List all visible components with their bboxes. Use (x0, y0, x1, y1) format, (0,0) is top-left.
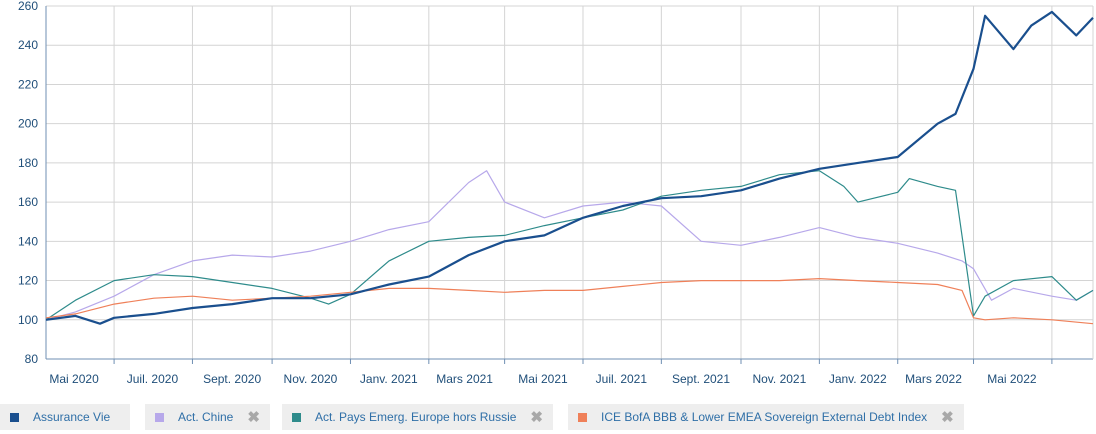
y-tick-label: 100 (18, 313, 38, 327)
y-tick-label: 220 (18, 77, 38, 91)
x-tick-label: Juil. 2020 (127, 372, 179, 386)
x-tick-label: Mai 2020 (49, 372, 99, 386)
y-tick-label: 80 (25, 352, 39, 366)
y-tick-label: 160 (18, 195, 38, 209)
series-lines (45, 10, 1094, 325)
series-line-3 (45, 278, 1094, 325)
series-color-swatch (292, 412, 301, 422)
legend-label: ICE BofA BBB & Lower EMEA Sovereign Exte… (601, 410, 928, 424)
legend-item-act-pays-emerg[interactable]: Act. Pays Emerg. Europe hors Russie ✖ (282, 404, 553, 430)
y-tick-label: 180 (18, 156, 38, 170)
series-color-swatch (10, 412, 19, 422)
y-tick-label: 120 (18, 274, 38, 288)
series-color-swatch (155, 412, 164, 422)
y-tick-label: 200 (18, 117, 38, 131)
legend-label: Assurance Vie (33, 410, 111, 424)
legend-item-assurance-vie[interactable]: Assurance Vie (0, 404, 131, 430)
y-tick-label: 260 (18, 0, 38, 13)
legend-label: Act. Chine (178, 410, 234, 424)
axes: 80 100 120 140 160 180 200 220 240 260 Mai 2020 Jui… (18, 0, 1094, 386)
series-line-1 (45, 170, 1094, 321)
x-tick-label: Janv. 2021 (360, 372, 418, 386)
line-chart: 80 100 120 140 160 180 200 220 240 260 Mai 2020 Jui… (18, 0, 1094, 386)
series-color-swatch (578, 412, 587, 422)
x-tick-label: Nov. 2020 (284, 372, 338, 386)
series-line-0 (45, 10, 1094, 325)
x-tick-label: Mars 2022 (905, 372, 962, 386)
x-tick-label: Mai 2022 (987, 372, 1037, 386)
x-tick-label: Nov. 2021 (752, 372, 806, 386)
x-tick-label: Mai 2021 (518, 372, 568, 386)
y-tick-label: 240 (18, 38, 38, 52)
remove-series-icon[interactable]: ✖ (941, 408, 954, 426)
y-tick-label: 140 (18, 234, 38, 248)
legend-item-act-chine[interactable]: Act. Chine ✖ (145, 404, 270, 430)
x-tick-label: Janv. 2022 (829, 372, 887, 386)
x-tick-label: Sept. 2021 (672, 372, 730, 386)
legend-item-ice-bofa[interactable]: ICE BofA BBB & Lower EMEA Sovereign Exte… (568, 404, 964, 430)
legend-label: Act. Pays Emerg. Europe hors Russie (315, 410, 517, 424)
grid-lines (46, 5, 1093, 360)
x-tick-label: Sept. 2020 (203, 372, 261, 386)
x-tick-label: Juil. 2021 (596, 372, 648, 386)
x-tick-label: Mars 2021 (436, 372, 493, 386)
remove-series-icon[interactable]: ✖ (530, 408, 543, 426)
legend: Assurance Vie Act. Chine ✖ Act. Pays Eme… (0, 404, 1096, 430)
remove-series-icon[interactable]: ✖ (247, 408, 260, 426)
